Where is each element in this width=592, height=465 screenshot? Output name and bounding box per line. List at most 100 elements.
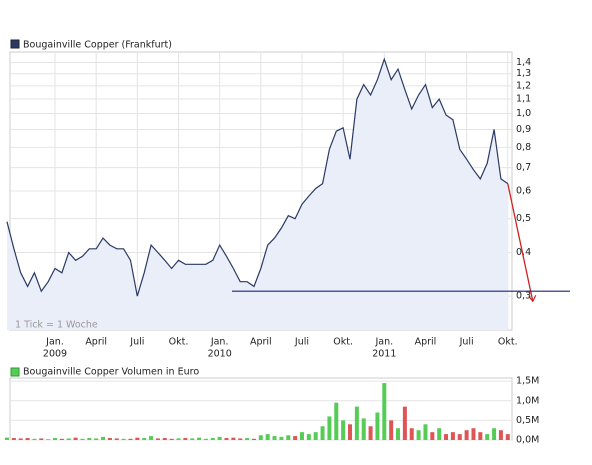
x-tick-label: Okt. (169, 337, 189, 348)
bar (409, 428, 414, 440)
bar (162, 438, 167, 440)
bar (396, 428, 401, 440)
bar (73, 437, 78, 440)
x-tick-label: April (415, 337, 437, 348)
trend-arrow (507, 183, 534, 302)
bar (498, 430, 503, 440)
bar (450, 432, 455, 440)
bar (402, 406, 407, 440)
bar (437, 428, 442, 440)
bar (197, 437, 202, 440)
bar (444, 434, 449, 440)
bar (416, 430, 421, 440)
bar (39, 438, 44, 440)
legend-label: Bougainville Copper Volumen in Euro (23, 367, 199, 378)
bar (258, 435, 263, 440)
bar (121, 438, 126, 440)
note: 1 Tick = 1 Woche (15, 320, 98, 331)
bar (313, 432, 318, 440)
x-tick-year: 2009 (43, 349, 67, 360)
bar (5, 437, 9, 440)
bar (203, 438, 208, 440)
bar (155, 438, 160, 440)
x-tick-label: Okt. (498, 337, 518, 348)
bar (265, 434, 270, 440)
bar (334, 402, 339, 440)
bar (299, 432, 304, 440)
bar (114, 438, 119, 440)
bar (142, 438, 147, 440)
bar (251, 438, 256, 440)
x-tick-label: Jan. (374, 337, 393, 348)
bar (286, 435, 291, 440)
y-tick-label: 1,1 (516, 94, 531, 105)
bar (457, 434, 462, 440)
y-tick-label: 0,6 (516, 186, 531, 197)
bar (25, 438, 30, 440)
bar (341, 420, 346, 440)
y-tick-label: 1,0M (516, 395, 539, 406)
bar (306, 434, 311, 440)
line (6, 57, 509, 297)
bar (18, 438, 23, 440)
x-tick-label: April (85, 337, 107, 348)
bar (423, 424, 428, 440)
x-tick-year: 2011 (372, 349, 396, 360)
bar (128, 438, 133, 440)
bar (238, 438, 243, 440)
y-tick-label: 0,8 (516, 142, 531, 153)
x-tick-label: Juli (294, 337, 309, 348)
bar (464, 430, 469, 440)
bar (53, 438, 58, 440)
bar (478, 432, 483, 440)
bar (217, 436, 222, 440)
x-tick-label: Juli (459, 337, 474, 348)
y-tick-label: 0,5 (516, 213, 531, 224)
bar (505, 434, 510, 440)
bar (87, 438, 92, 440)
bar (375, 412, 380, 440)
plot-frame (9, 377, 513, 441)
bar (382, 383, 387, 440)
y-tick-label: 1,4 (516, 57, 531, 68)
bar (46, 439, 51, 440)
bar (327, 416, 332, 440)
y-tick-label: 1,5M (516, 376, 539, 387)
x-tick-label: Okt. (333, 337, 353, 348)
bar (430, 432, 435, 440)
bar (361, 418, 366, 440)
y-tick-label: 0,7 (516, 162, 531, 173)
bar (135, 437, 140, 440)
bar (169, 438, 174, 440)
x-tick-label: Jan. (45, 337, 64, 348)
legend-swatch (10, 367, 20, 377)
bar (183, 438, 188, 440)
bar (80, 438, 85, 440)
y-tick-label: 0,9 (516, 124, 531, 135)
bar (389, 420, 394, 440)
y-tick-label: 1,3 (516, 68, 531, 79)
bar (11, 438, 16, 440)
bar (279, 436, 284, 440)
bar (176, 438, 181, 440)
bar (210, 438, 215, 440)
legend-label: Bougainville Copper (Frankfurt) (23, 40, 172, 51)
bar (59, 438, 64, 440)
y-tick-label: 0,0M (516, 435, 539, 446)
y-tick-label: 0,4 (516, 247, 531, 258)
area (7, 59, 508, 330)
bar (66, 438, 71, 440)
bar (272, 436, 277, 440)
bar (94, 438, 99, 440)
y-tick-label: 0,3 (516, 291, 531, 302)
bar (492, 428, 497, 440)
x-tick-label: Jan. (210, 337, 229, 348)
bar (485, 434, 490, 440)
legend-swatch (10, 39, 20, 49)
bar (190, 438, 195, 440)
x-tick-year: 2010 (208, 349, 232, 360)
bar (348, 424, 352, 440)
bar (293, 436, 298, 440)
bar (471, 428, 476, 440)
y-tick-label: 1,2 (516, 80, 531, 91)
